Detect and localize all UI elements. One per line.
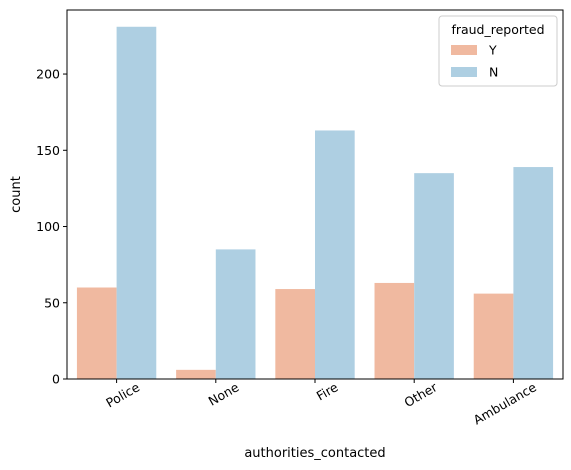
- bar-other-n: [414, 173, 454, 379]
- x-tick-label-fire: Fire: [314, 379, 341, 403]
- legend-title: fraud_reported: [451, 22, 544, 37]
- bar-police-n: [116, 26, 157, 380]
- x-tick-label-none: None: [206, 379, 242, 408]
- plot-frame: [66, 9, 564, 380]
- legend-swatch-n: [451, 67, 477, 77]
- bars-group: [76, 26, 554, 380]
- bar-ambulance-n: [513, 167, 554, 379]
- bar-ambulance-y: [473, 293, 514, 379]
- legend-swatch-y: [451, 45, 477, 55]
- y-tick-label: 50: [44, 295, 60, 310]
- x-tick-label-other: Other: [402, 379, 441, 410]
- bar-none-y: [176, 369, 216, 379]
- legend-label-n: N: [489, 65, 498, 80]
- y-tick-label: 100: [36, 219, 60, 234]
- y-tick-label: 150: [36, 143, 60, 158]
- bar-other-y: [374, 282, 415, 379]
- bar-fire-y: [275, 289, 315, 379]
- bar-police-y: [76, 287, 117, 379]
- bar-fire-n: [315, 130, 355, 379]
- x-axis-ticks: Police None Fire Other Ambulance: [103, 379, 539, 428]
- x-tick-label-police: Police: [103, 379, 142, 410]
- bar-none-n: [215, 249, 256, 379]
- x-tick-label-ambulance: Ambulance: [471, 379, 540, 427]
- y-axis-label: count: [9, 176, 24, 213]
- x-axis-label: authorities_contacted: [244, 446, 385, 461]
- legend: fraud_reported YN: [438, 15, 558, 87]
- y-axis-ticks: 0 50 100 150 200: [36, 67, 67, 387]
- y-tick-label: 200: [36, 67, 60, 82]
- legend-label-y: Y: [488, 43, 497, 58]
- legend-entries: YN: [451, 43, 498, 80]
- y-tick-label: 0: [52, 372, 60, 387]
